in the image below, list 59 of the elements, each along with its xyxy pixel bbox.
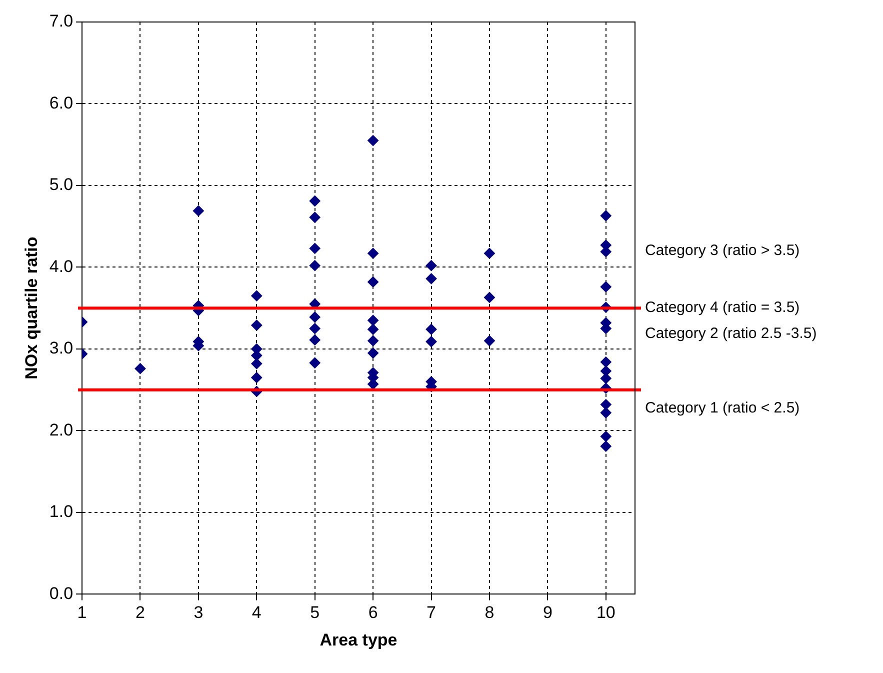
point bbox=[484, 248, 495, 259]
point bbox=[309, 334, 320, 346]
y-tick-label: 2.0 bbox=[49, 420, 74, 440]
point bbox=[600, 356, 612, 368]
point bbox=[309, 312, 320, 323]
point bbox=[251, 372, 262, 384]
x-tick-label: 9 bbox=[542, 603, 552, 622]
y-tick-label: 0.0 bbox=[49, 584, 74, 603]
x-tick-label: 10 bbox=[596, 603, 616, 622]
point bbox=[426, 260, 437, 272]
point bbox=[309, 260, 320, 272]
x-tick-label: 5 bbox=[310, 603, 320, 622]
point bbox=[309, 212, 320, 223]
point bbox=[426, 273, 437, 284]
x-tick-label: 3 bbox=[194, 603, 204, 622]
point bbox=[600, 407, 612, 418]
point bbox=[600, 440, 612, 452]
point bbox=[484, 335, 495, 346]
point bbox=[484, 292, 495, 303]
x-tick-label: 4 bbox=[252, 603, 262, 622]
point bbox=[368, 324, 379, 335]
point bbox=[600, 281, 612, 292]
text: Category 1 (ratio < 2.5) bbox=[645, 399, 800, 416]
x-tick-label: 6 bbox=[368, 603, 378, 622]
y-tick-label: 7.0 bbox=[49, 12, 74, 31]
x-tick-label: 2 bbox=[136, 603, 145, 622]
point bbox=[134, 363, 146, 374]
point bbox=[251, 358, 262, 370]
point bbox=[368, 348, 379, 359]
x-tick-label: 8 bbox=[484, 603, 494, 622]
point bbox=[368, 314, 379, 326]
text: Category 3 (ratio > 3.5) bbox=[645, 242, 800, 260]
ref-line-label: Category 4 (ratio = 3.5) bbox=[645, 299, 800, 316]
y-tick-label: 4.0 bbox=[49, 256, 74, 276]
point bbox=[368, 276, 379, 288]
point bbox=[309, 196, 320, 207]
text: Category 2 (ratio 2.5 -3.5) bbox=[645, 324, 817, 342]
x-tick-label: 7 bbox=[426, 603, 436, 622]
x-axis-title: Area type bbox=[320, 630, 398, 650]
point bbox=[309, 242, 320, 254]
y-axis-title: NOx quartile ratio bbox=[22, 236, 41, 380]
point bbox=[309, 323, 320, 334]
point bbox=[368, 335, 379, 346]
point bbox=[600, 399, 612, 410]
point bbox=[251, 320, 262, 331]
point bbox=[426, 336, 437, 348]
y-tick-label: 6.0 bbox=[49, 93, 74, 112]
point bbox=[192, 205, 204, 216]
y-tick-label: 5.0 bbox=[49, 175, 74, 194]
point bbox=[368, 248, 379, 259]
point bbox=[600, 210, 612, 222]
point bbox=[309, 357, 320, 368]
y-tick-label: 1.0 bbox=[49, 502, 74, 522]
point bbox=[426, 324, 437, 335]
y-tick-label: 3.0 bbox=[49, 338, 74, 358]
point bbox=[368, 135, 379, 146]
point bbox=[251, 290, 262, 302]
point bbox=[600, 430, 612, 442]
x-tick-label: 1 bbox=[77, 603, 87, 622]
